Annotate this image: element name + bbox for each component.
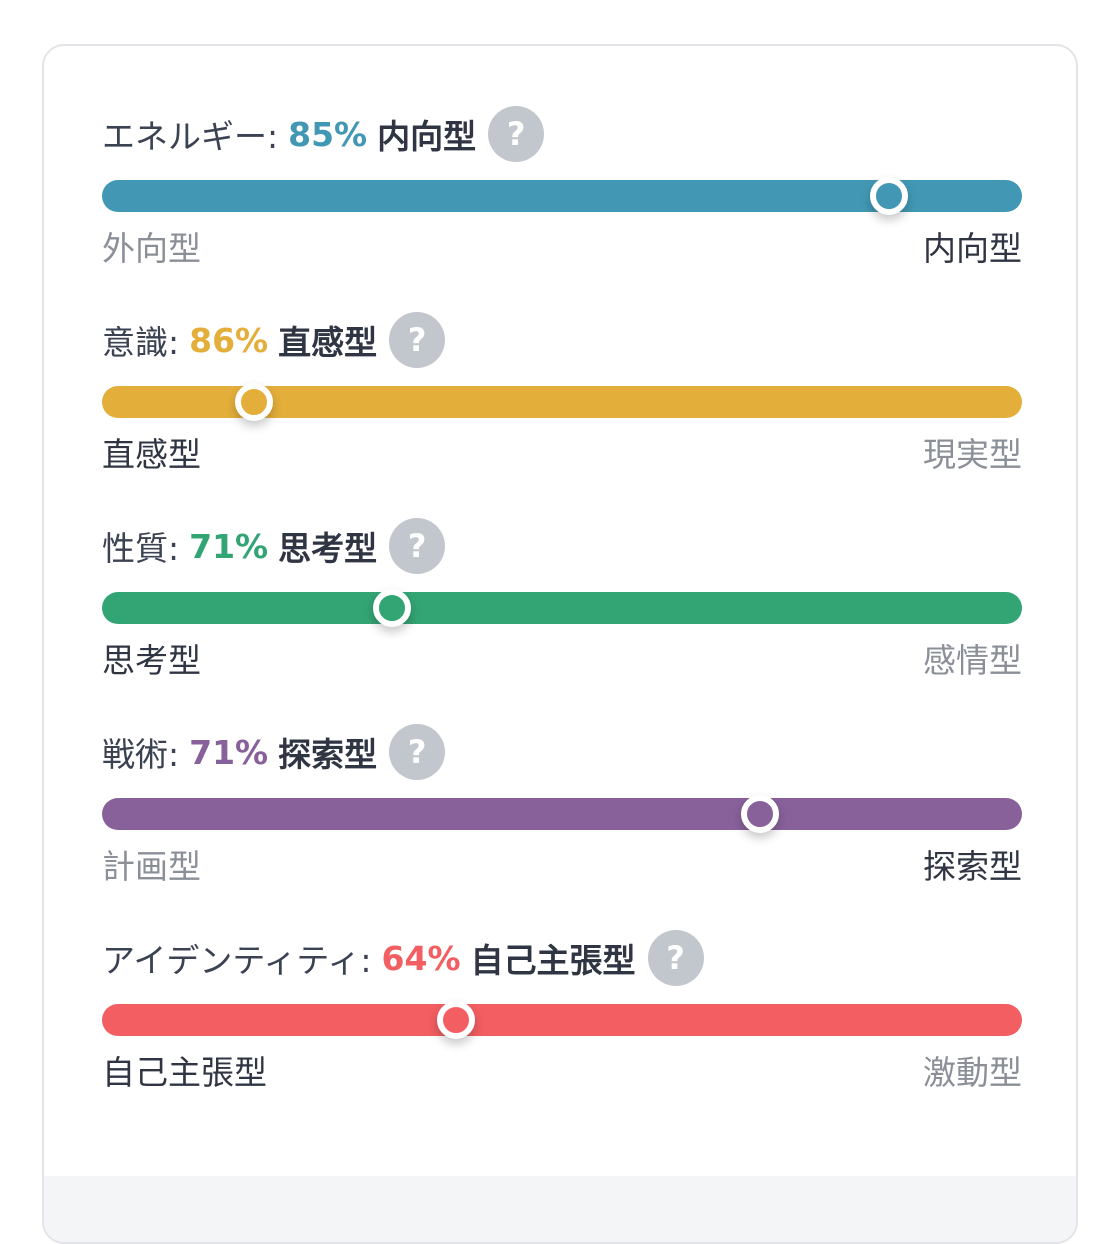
trait-slider-knob[interactable] (869, 177, 908, 215)
left-pole-label: 外向型 (102, 229, 201, 268)
trait-bar (102, 383, 1022, 421)
trait-percent: 64% (381, 938, 461, 978)
trait-slider-knob[interactable] (740, 795, 779, 833)
help-question-icon[interactable]: ? (389, 312, 446, 368)
right-pole-label: 現実型 (923, 435, 1022, 474)
trait-label: 性質: (102, 529, 180, 568)
trait-type: 思考型 (278, 529, 378, 568)
right-pole-label: 探索型 (923, 847, 1022, 886)
trait-label: 戦術: (102, 735, 180, 774)
left-pole-label: 計画型 (102, 847, 201, 886)
left-pole-label: 直感型 (102, 435, 201, 474)
trait-type: 探索型 (278, 735, 378, 774)
card-footer (44, 1176, 1076, 1242)
trait-type: 内向型 (377, 117, 477, 156)
trait-bar (102, 1001, 1022, 1039)
right-pole-label: 感情型 (923, 641, 1022, 680)
trait-bar (102, 589, 1022, 627)
personality-traits-card: エネルギー: 85% 内向型 ? 外向型 内向型 意識: 86% 直感型 ? 直… (42, 44, 1078, 1244)
left-pole-label: 思考型 (102, 641, 201, 680)
trait-header: アイデンティティ: 64% 自己主張型 ? (102, 930, 704, 986)
help-question-icon[interactable]: ? (488, 106, 545, 162)
trait-bar (102, 177, 1022, 215)
trait-header: エネルギー: 85% 内向型 ? (102, 106, 545, 162)
help-question-icon[interactable]: ? (389, 724, 446, 780)
trait-label: エネルギー: (102, 117, 279, 156)
right-pole-label: 内向型 (923, 229, 1022, 268)
trait-bar (102, 795, 1022, 833)
trait-percent: 71% (189, 526, 269, 566)
trait-type: 直感型 (278, 323, 378, 362)
trait-percent: 85% (288, 114, 368, 154)
left-pole-label: 自己主張型 (102, 1053, 267, 1092)
trait-slider-knob[interactable] (372, 589, 411, 627)
trait-slider-knob[interactable] (437, 1001, 476, 1039)
trait-header: 戦術: 71% 探索型 ? (102, 724, 446, 780)
trait-header: 意識: 86% 直感型 ? (102, 312, 446, 368)
trait-percent: 86% (189, 320, 269, 360)
trait-slider-knob[interactable] (234, 383, 273, 421)
trait-label: アイデンティティ: (102, 941, 372, 980)
right-pole-label: 激動型 (923, 1053, 1022, 1092)
trait-header: 性質: 71% 思考型 ? (102, 518, 446, 574)
trait-label: 意識: (102, 323, 180, 362)
trait-type: 自己主張型 (470, 941, 636, 980)
help-question-icon[interactable]: ? (647, 930, 704, 986)
trait-percent: 71% (189, 732, 269, 772)
help-question-icon[interactable]: ? (389, 518, 446, 574)
